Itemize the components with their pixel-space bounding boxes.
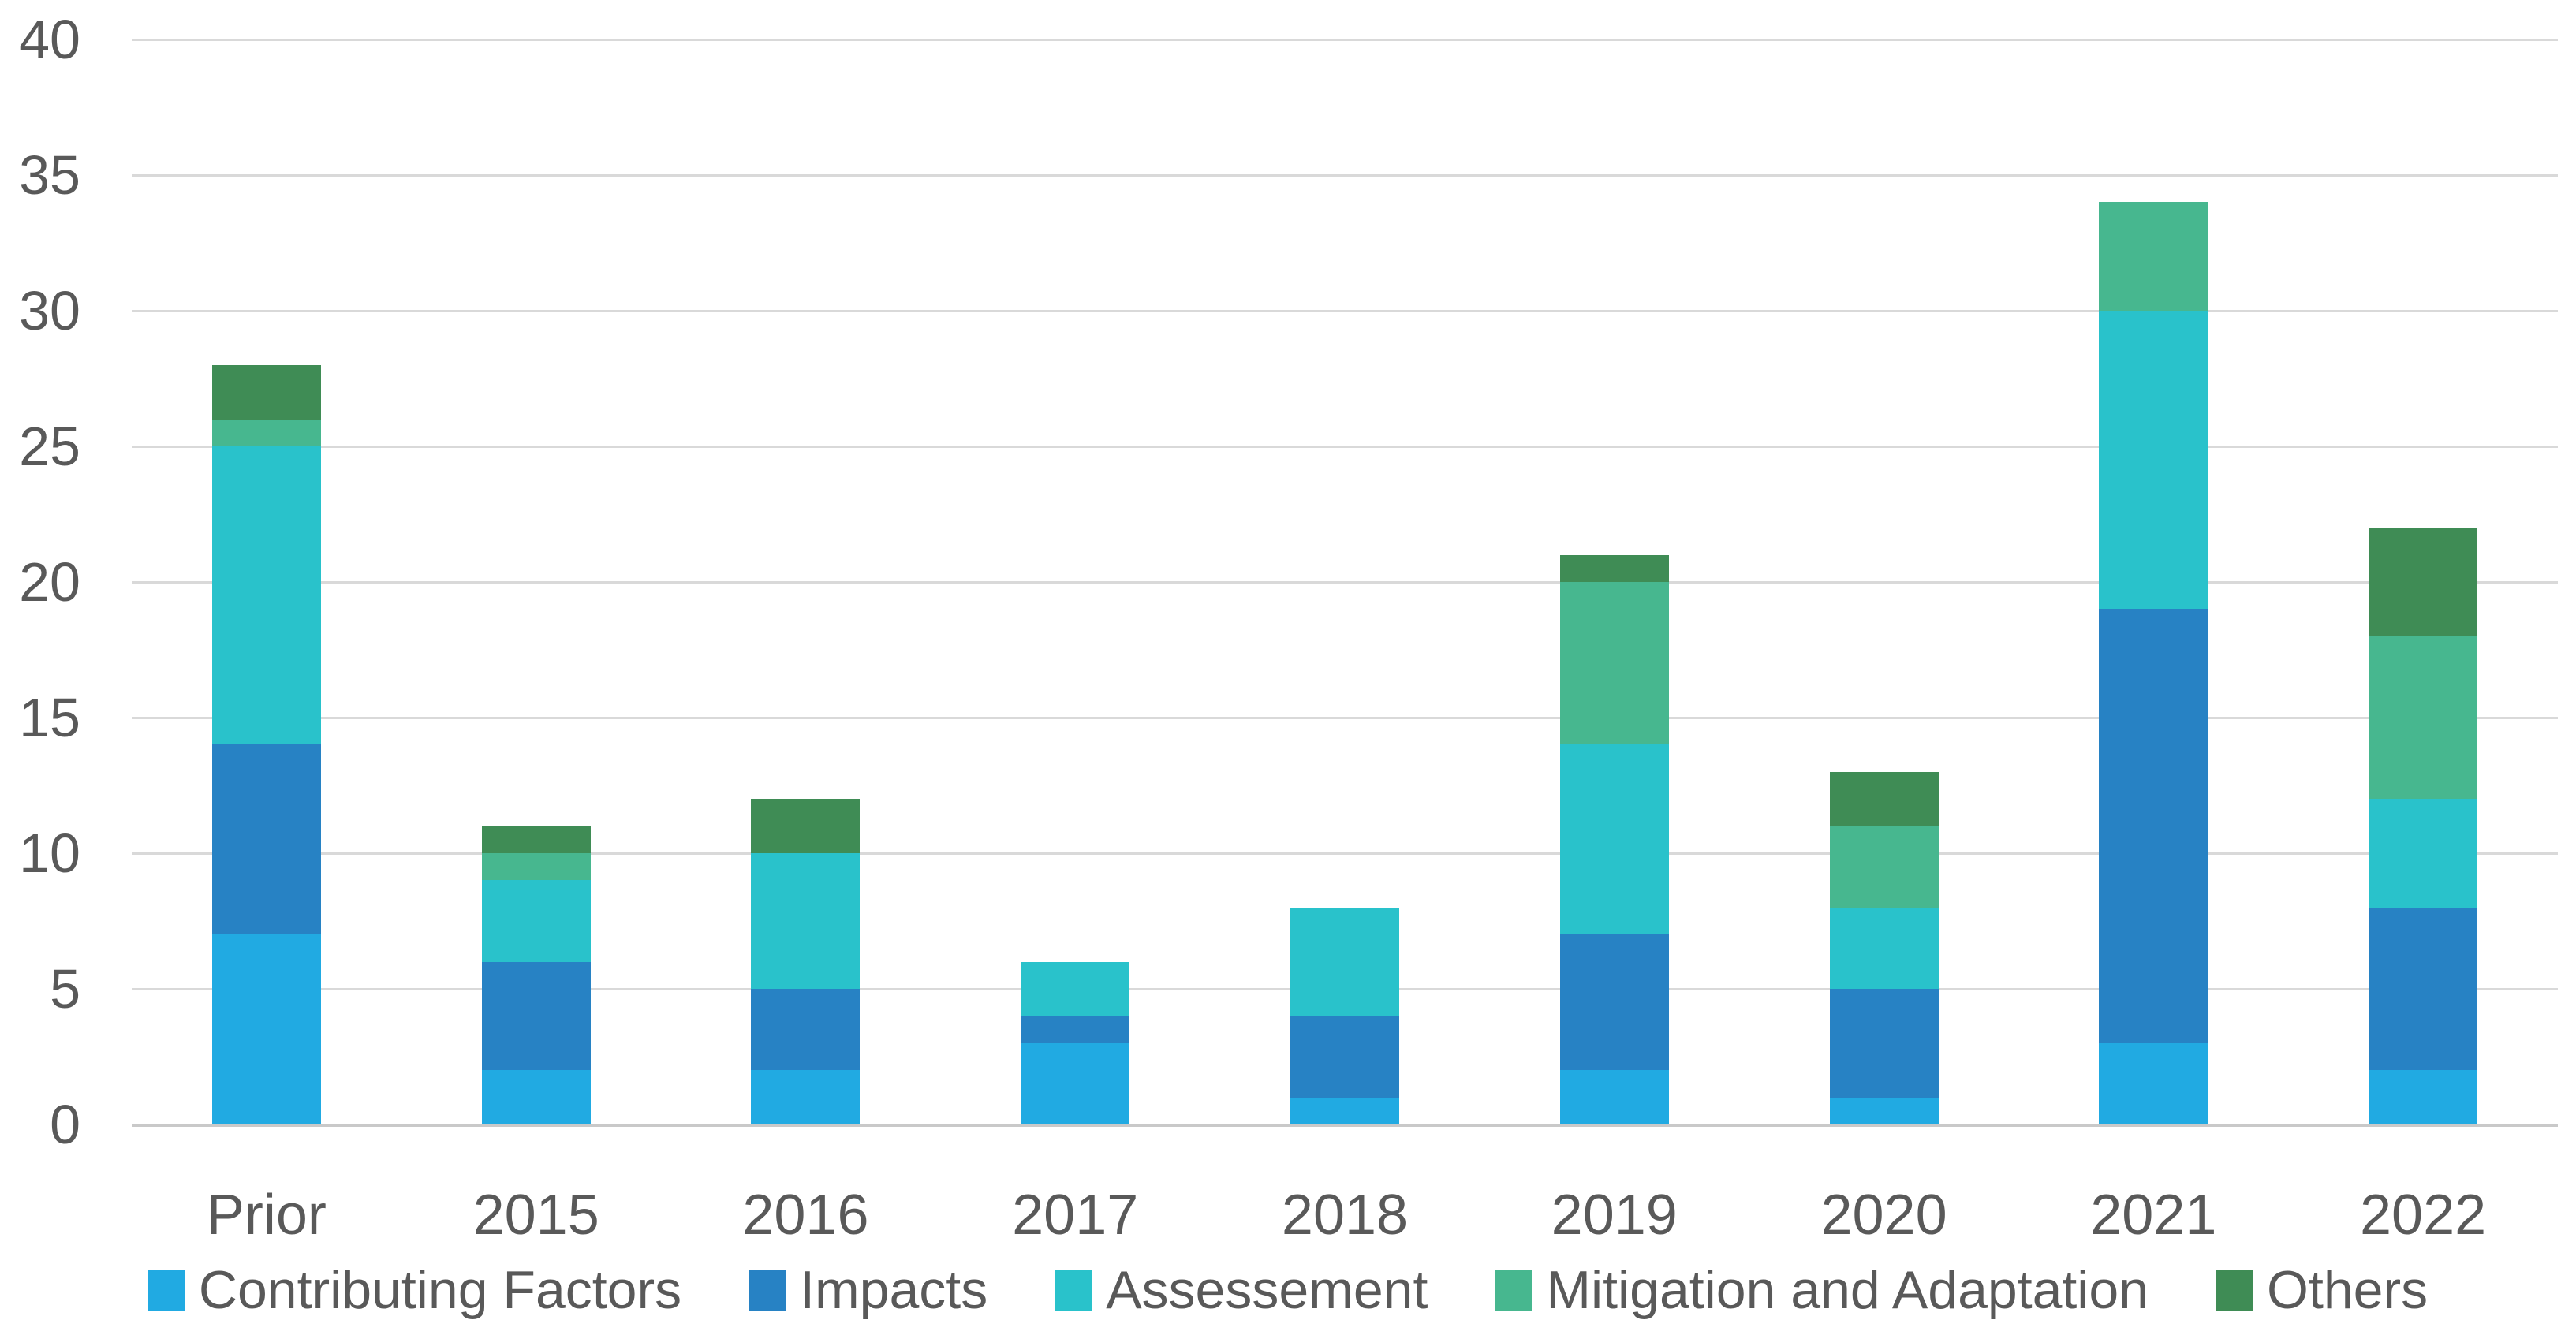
bar-2021-assessement — [2099, 311, 2208, 610]
bar-2022-others — [2369, 528, 2478, 636]
x-tick-label-2016: 2016 — [742, 1184, 869, 1247]
legend-label-mitigation-and-adaptation: Mitigation and Adaptation — [1546, 1260, 2149, 1320]
x-tick-label-prior: Prior — [206, 1184, 327, 1247]
bar-2020-assessement — [1829, 907, 1939, 989]
gridline-40 — [132, 38, 2558, 41]
x-tick-label-2015: 2015 — [472, 1184, 599, 1247]
legend-item-others: Others — [2216, 1259, 2428, 1322]
bar-2017-impacts — [1021, 1016, 1130, 1043]
legend-item-contributing-factors: Contributing Factors — [147, 1259, 682, 1322]
y-tick-label-0: 0 — [50, 1094, 80, 1155]
bar-prior-contributing-factors — [211, 934, 321, 1124]
bar-2022-contributing-factors — [2369, 1070, 2478, 1124]
legend-swatch-others — [2216, 1270, 2253, 1311]
bar-2019-assessement — [1559, 744, 1669, 935]
bar-prior-mitigation-and-adaptation — [211, 419, 321, 446]
bar-2015-impacts — [481, 961, 591, 1071]
y-tick-label-30: 30 — [19, 280, 80, 341]
bar-2021-impacts — [2099, 609, 2208, 1043]
y-tick-label-10: 10 — [19, 822, 80, 884]
bar-2022-impacts — [2369, 907, 2478, 1071]
y-tick-label-25: 25 — [19, 416, 80, 477]
gridline-35 — [132, 173, 2558, 177]
bar-2015-contributing-factors — [481, 1070, 591, 1124]
gridline-20 — [132, 580, 2558, 584]
x-tick-label-2019: 2019 — [1551, 1184, 1678, 1247]
gridline-25 — [132, 445, 2558, 448]
bar-2020-mitigation-and-adaptation — [1829, 826, 1939, 908]
bar-prior-assessement — [211, 446, 321, 745]
x-tick-label-2021: 2021 — [2090, 1184, 2217, 1247]
bar-2016-contributing-factors — [751, 1070, 861, 1124]
legend-item-impacts: Impacts — [749, 1259, 987, 1322]
legend-swatch-assessement — [1055, 1270, 1092, 1311]
bar-2020-impacts — [1829, 989, 1939, 1098]
bar-2017-assessement — [1021, 961, 1130, 1016]
y-tick-label-40: 40 — [19, 9, 80, 70]
legend-label-impacts: Impacts — [800, 1260, 988, 1320]
y-tick-label-35: 35 — [19, 144, 80, 206]
bar-2016-others — [751, 799, 861, 853]
x-tick-label-2020: 2020 — [1820, 1184, 1947, 1247]
y-tick-label-20: 20 — [19, 551, 80, 613]
bar-2020-others — [1829, 771, 1939, 826]
legend-swatch-contributing-factors — [147, 1270, 185, 1311]
bar-2016-assessement — [751, 853, 861, 989]
legend-label-assessement: Assessement — [1106, 1260, 1428, 1320]
bar-2019-contributing-factors — [1559, 1070, 1669, 1124]
bar-2021-contributing-factors — [2099, 1042, 2208, 1124]
bar-prior-others — [211, 364, 321, 420]
bar-2021-mitigation-and-adaptation — [2099, 202, 2208, 311]
legend-item-assessement: Assessement — [1055, 1259, 1428, 1322]
bar-2020-contributing-factors — [1829, 1097, 1939, 1124]
bar-2015-assessement — [481, 880, 591, 962]
bar-2022-mitigation-and-adaptation — [2369, 636, 2478, 800]
x-tick-label-2017: 2017 — [1012, 1184, 1139, 1247]
bar-2019-others — [1559, 554, 1669, 582]
legend-label-others: Others — [2267, 1260, 2429, 1320]
bar-2015-mitigation-and-adaptation — [481, 853, 591, 881]
gridline-10 — [132, 852, 2558, 855]
gridline-0 — [132, 1123, 2558, 1127]
legend-swatch-impacts — [749, 1270, 786, 1311]
bar-2022-assessement — [2369, 799, 2478, 908]
bar-2015-others — [481, 826, 591, 853]
bar-2018-impacts — [1290, 1016, 1399, 1098]
x-tick-label-2022: 2022 — [2360, 1184, 2487, 1247]
bar-prior-impacts — [211, 744, 321, 935]
bar-2016-impacts — [751, 989, 861, 1071]
bar-2018-contributing-factors — [1290, 1097, 1399, 1124]
x-tick-label-2018: 2018 — [1281, 1184, 1409, 1247]
bar-2019-impacts — [1559, 934, 1669, 1071]
legend-swatch-mitigation-and-adaptation — [1495, 1270, 1533, 1311]
bar-2019-mitigation-and-adaptation — [1559, 582, 1669, 745]
y-tick-label-5: 5 — [50, 958, 80, 1020]
legend: Contributing Factors Impacts Assessement Mi… — [0, 1259, 2576, 1322]
gridline-15 — [132, 716, 2558, 719]
legend-item-mitigation-and-adaptation: Mitigation and Adaptation — [1495, 1259, 2149, 1322]
legend-label-contributing-factors: Contributing Factors — [198, 1260, 682, 1320]
bar-2017-contributing-factors — [1021, 1042, 1130, 1124]
y-tick-label-15: 15 — [19, 687, 80, 748]
gridline-30 — [132, 309, 2558, 312]
bar-2018-assessement — [1290, 907, 1399, 1016]
